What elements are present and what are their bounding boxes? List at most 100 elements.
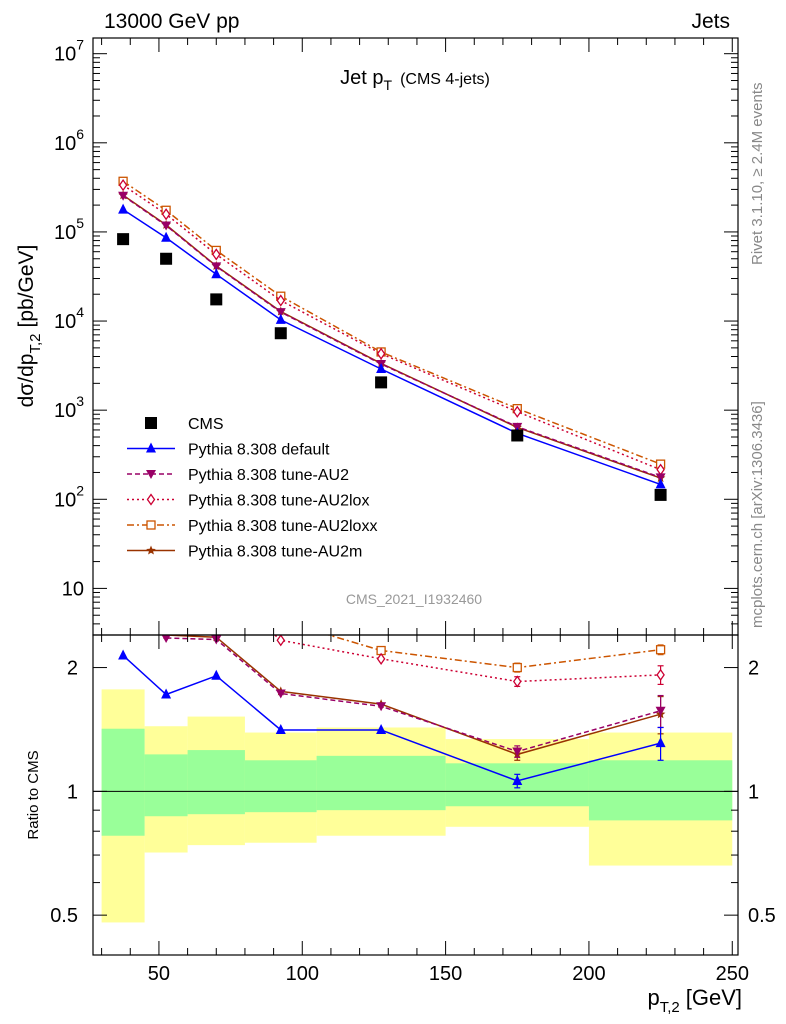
legend-label-3: Pythia 8.308 tune-AU2lox bbox=[188, 493, 369, 510]
data-point-1-6 bbox=[655, 478, 666, 489]
ratio-x-tick-label: 250 bbox=[716, 963, 749, 985]
data-point-3-0 bbox=[118, 179, 128, 192]
legend-marker-3 bbox=[146, 493, 156, 506]
ratio-point-3-5 bbox=[512, 662, 522, 673]
series-3 bbox=[118, 179, 665, 476]
main-series-layer bbox=[117, 176, 667, 501]
legend-marker-0 bbox=[145, 417, 157, 429]
ratio-point-3-2 bbox=[212, 562, 220, 570]
watermark: CMS_2021_I1932460 bbox=[346, 591, 482, 607]
y-tick-label-base: 10 bbox=[54, 311, 76, 333]
series-line-2 bbox=[122, 195, 661, 479]
band-inner-0 bbox=[101, 728, 145, 836]
y-tick-label: 107 bbox=[54, 37, 84, 66]
ratio-point-1-0 bbox=[118, 587, 128, 596]
y-tick-label: 10 bbox=[62, 578, 84, 600]
ratio-point-0-2 bbox=[211, 669, 222, 680]
main-y-label-subscript: T,2 bbox=[27, 334, 44, 354]
data-point-0-6 bbox=[654, 488, 667, 501]
ratio-y-tick-label-left: 2 bbox=[67, 658, 78, 680]
main-y-label: dσ/dpT,2 [pb/GeV] bbox=[15, 245, 44, 408]
series-5 bbox=[118, 190, 666, 483]
data-point-2-3 bbox=[275, 308, 286, 318]
ratio-point-3-0 bbox=[119, 520, 127, 528]
ratio-x-label-text: p bbox=[647, 985, 659, 1010]
ratio-point-1-6 bbox=[655, 706, 666, 716]
ratio-x-label: pT,2 [GeV] bbox=[647, 985, 742, 1016]
data-point-1-2 bbox=[211, 268, 222, 279]
main-x-ticks bbox=[101, 38, 733, 635]
ratio-point-2-2 bbox=[213, 579, 220, 589]
y-tick-label-exponent: 3 bbox=[76, 393, 84, 409]
main-title-note: (CMS 4-jets) bbox=[400, 71, 490, 88]
series-2 bbox=[118, 191, 666, 483]
ratio-point-3-3 bbox=[277, 617, 285, 625]
ratio-point-2-6 bbox=[656, 668, 665, 681]
y-tick-label-exponent: 2 bbox=[76, 482, 84, 498]
data-point-3-3 bbox=[276, 294, 286, 307]
ratio-y-tick-label-right: 0.5 bbox=[748, 905, 776, 927]
legend-label-5: Pythia 8.308 tune-AU2m bbox=[188, 544, 362, 561]
header-left: 13000 GeV pp bbox=[104, 10, 239, 33]
y-tick-label-exponent: 4 bbox=[76, 304, 84, 320]
y-tick-label: 103 bbox=[54, 393, 84, 422]
side-label-top: Rivet 3.1.10, ≥ 2.4M events bbox=[749, 83, 766, 266]
data-point-2-0 bbox=[118, 191, 129, 201]
data-point-2-1 bbox=[161, 221, 172, 231]
data-point-1-3 bbox=[275, 313, 286, 324]
legend-marker-5 bbox=[146, 545, 156, 555]
data-point-3-4 bbox=[376, 347, 386, 360]
ratio-y-tick-label-left: 0.5 bbox=[50, 905, 78, 927]
ratio-point-2-1 bbox=[163, 581, 170, 591]
legend-marker-4 bbox=[146, 520, 156, 530]
y-tick-label-exponent: 5 bbox=[76, 215, 84, 231]
ratio-frame bbox=[92, 634, 739, 956]
data-point-0-1 bbox=[160, 252, 173, 265]
y-tick-label-base: 10 bbox=[54, 222, 76, 244]
band-inner-6 bbox=[588, 760, 733, 821]
data-point-0-4 bbox=[375, 376, 388, 389]
legend-label-0: CMS bbox=[188, 416, 224, 433]
ratio-point-1-4 bbox=[376, 702, 387, 712]
y-tick-label-exponent: 7 bbox=[76, 37, 84, 53]
band-inner-1 bbox=[144, 754, 188, 817]
ratio-point-2-5 bbox=[512, 675, 522, 688]
ratio-point-1-1 bbox=[161, 635, 171, 644]
ratio-point-1-3 bbox=[275, 689, 286, 699]
band-inner-4 bbox=[316, 755, 446, 811]
data-point-0-5 bbox=[511, 429, 524, 442]
ratio-point-0-3 bbox=[275, 723, 286, 734]
data-point-3-5 bbox=[512, 405, 522, 418]
ratio-series-0 bbox=[118, 649, 666, 789]
legend-label-1: Pythia 8.308 default bbox=[188, 442, 330, 459]
data-point-1-4 bbox=[376, 362, 387, 373]
y-tick-label: 105 bbox=[54, 215, 84, 244]
y-tick-label: 102 bbox=[54, 482, 84, 511]
ratio-x-tick-label: 100 bbox=[286, 963, 319, 985]
ratio-point-0-0 bbox=[118, 649, 129, 660]
data-point-3-1 bbox=[161, 208, 171, 221]
y-tick-label-base: 10 bbox=[54, 400, 76, 422]
ratio-x-label-subscript: T,2 bbox=[660, 999, 680, 1016]
legend: CMS Pythia 8.308 default Pythia 8.308 tune… bbox=[127, 416, 377, 561]
band-inner-3 bbox=[244, 760, 317, 813]
ratio-x-label-unit: [GeV] bbox=[686, 985, 742, 1010]
ratio-point-0-4 bbox=[376, 723, 387, 734]
data-point-3-2 bbox=[211, 248, 221, 261]
ratio-point-0-6 bbox=[655, 737, 666, 748]
legend-label-4: Pythia 8.308 tune-AU2loxx bbox=[188, 518, 377, 535]
ratio-bands bbox=[101, 689, 733, 923]
ratio-y-tick-label-right: 1 bbox=[748, 781, 759, 803]
main-title-text: Jet p bbox=[340, 67, 383, 89]
data-point-0-3 bbox=[274, 327, 287, 340]
y-tick-label-base: 10 bbox=[54, 489, 76, 511]
data-point-1-0 bbox=[118, 203, 129, 214]
ratio-point-1-5 bbox=[512, 747, 523, 757]
data-point-0-2 bbox=[210, 293, 223, 306]
ratio-y-tick-label-right: 2 bbox=[748, 658, 759, 680]
ratio-point-2-0 bbox=[120, 537, 127, 547]
main-y-label-unit: [pb/GeV] bbox=[15, 245, 38, 328]
